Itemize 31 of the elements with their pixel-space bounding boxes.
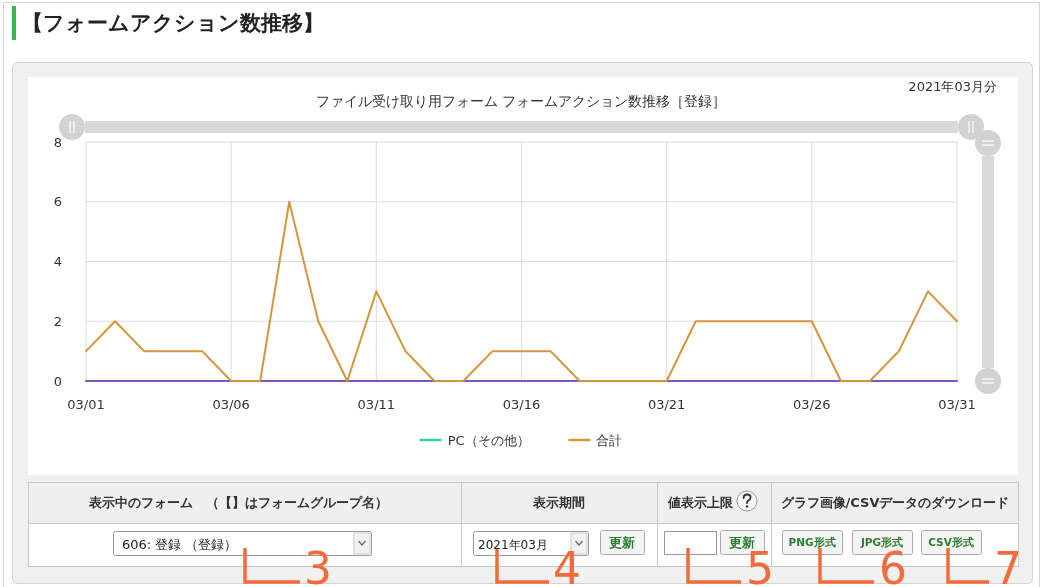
y-tick-label: 8 (53, 134, 62, 150)
text: 7 (994, 543, 1022, 587)
text: 表示中のフォーム （【】はフォームグループ名） (87, 495, 388, 510)
chart-subtitle: 2021年03月分 (908, 79, 997, 94)
legend-label: PC（その他） (447, 432, 530, 448)
line-series (85, 200, 958, 382)
y-tick-label: 2 (53, 313, 62, 329)
text: 606: 登録 （登録） (122, 537, 238, 552)
text: CSV形式 (928, 536, 974, 548)
text: 3 (304, 543, 332, 587)
y-tick-label: 6 (53, 194, 62, 210)
legend-label: 合計 (596, 432, 623, 448)
x-tick-label: 03/11 (357, 397, 396, 412)
text: 更新 (609, 535, 635, 550)
text: 表示期間 (532, 495, 585, 510)
text: PNG形式 (788, 536, 836, 548)
text: 値表示上限 (666, 495, 734, 510)
text: JPG形式 (859, 536, 904, 548)
x-tick-label: 03/26 (793, 397, 831, 412)
y-tick-label: 0 (53, 373, 62, 389)
chart-title: ファイル受け取り用フォーム フォームアクション数推移［登録］ (315, 93, 727, 109)
x-tick-label: 03/06 (212, 397, 250, 412)
x-tick-label: 03/01 (67, 397, 105, 412)
text: グラフ画像/CSVデータのダウンロード (780, 495, 1010, 510)
x-tick-label: 03/16 (502, 397, 541, 412)
x-tick-label: 03/21 (647, 397, 686, 412)
text: 4 (553, 543, 581, 587)
text: 2021年03月 (478, 538, 548, 552)
y-tick-label: 4 (53, 254, 62, 269)
text: 【フォームアクション数推移】 (22, 11, 324, 35)
x-tick-label: 03/31 (938, 397, 976, 412)
